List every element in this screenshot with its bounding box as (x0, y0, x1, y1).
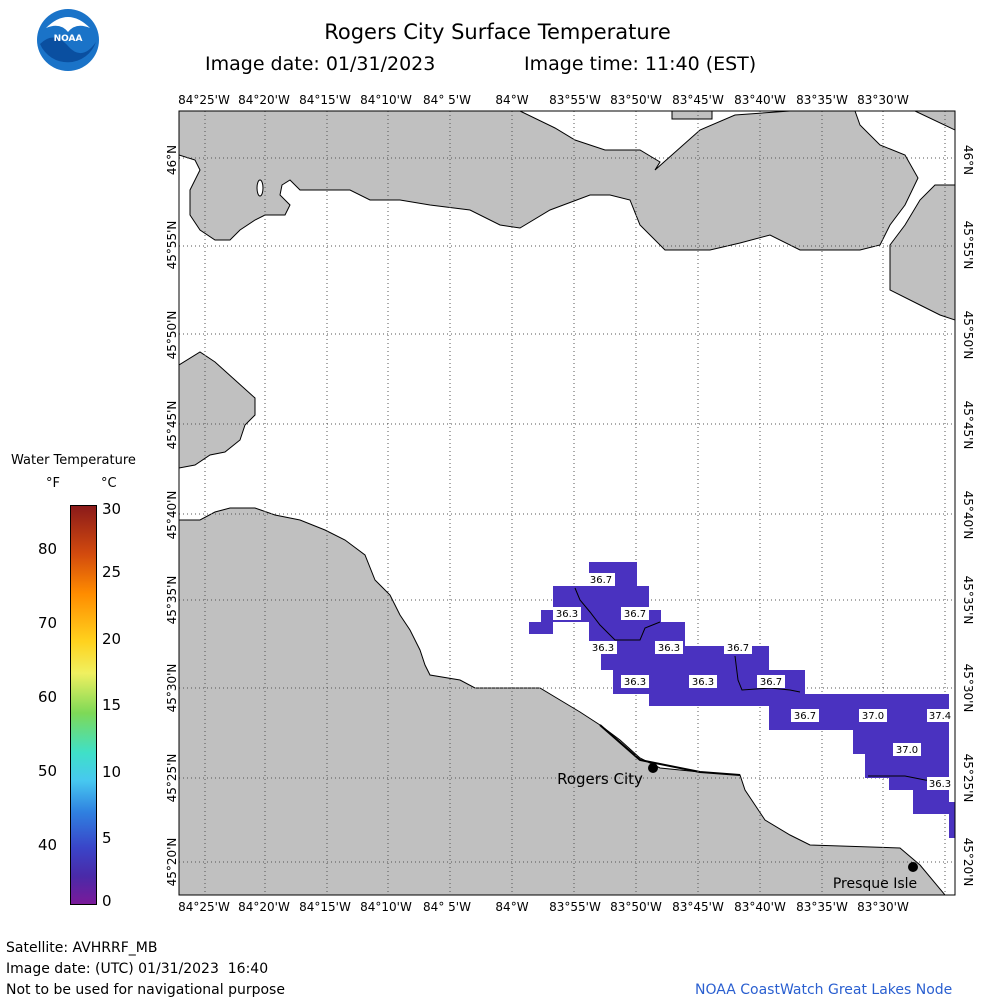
lat-label: 45°50'N (165, 310, 179, 360)
place-label-rogers-city: Rogers City (557, 770, 643, 788)
lon-label: 84°25'W (178, 93, 230, 107)
lon-label: 84°10'W (360, 900, 412, 914)
lon-label: 83°55'W (549, 93, 601, 107)
image-time: Image time: 11:40 (EST) (524, 53, 757, 75)
lon-label: 84°10'W (360, 93, 412, 107)
c-tick: 10 (102, 763, 122, 781)
lat-label: 45°50'N (961, 310, 975, 360)
f-tick: 70 (38, 614, 58, 632)
c-tick: 5 (102, 829, 112, 847)
lon-label: 83°45'W (672, 93, 724, 107)
lat-label: 45°20'N (961, 837, 975, 887)
temp-label: 37.0 (896, 745, 918, 756)
legend-unit-f: °F (46, 476, 60, 491)
temp-label: 36.7 (760, 677, 782, 688)
land-islet (671, 111, 713, 120)
lat-label: 45°30'N (961, 663, 975, 713)
image-date-utc: Image date: (UTC) 01/31/2023 16:40 (6, 961, 269, 977)
lat-label: 45°30'N (165, 663, 179, 713)
lat-label: 45°45'N (961, 400, 975, 450)
page-title: Rogers City Surface Temperature (324, 20, 671, 44)
lon-label: 83°45'W (672, 900, 724, 914)
temp-label: 36.7 (727, 643, 749, 654)
temp-label: 36.3 (929, 779, 951, 790)
temp-label: 37.0 (862, 711, 884, 722)
c-tick: 25 (102, 563, 122, 581)
legend-title: Water Temperature (11, 453, 136, 468)
rogers-city-marker (648, 763, 658, 773)
lat-label: 45°25'N (165, 753, 179, 803)
lon-label: 84° 5'W (423, 93, 471, 107)
lat-label: 45°25'N (961, 753, 975, 803)
color-scale-bar (70, 505, 97, 905)
lon-label: 83°30'W (857, 900, 909, 914)
f-tick: 50 (38, 762, 58, 780)
temp-label: 36.3 (658, 643, 680, 654)
logo-text: NOAA (54, 34, 83, 44)
lon-label: 83°35'W (796, 900, 848, 914)
lat-label: 45°40'N (165, 490, 179, 540)
lon-label: 84°W (495, 900, 529, 914)
temp-label: 36.7 (794, 711, 816, 722)
coast-highlight (599, 724, 741, 776)
lat-label: 45°55'N (165, 220, 179, 270)
c-tick: 0 (102, 892, 112, 910)
lon-label: 83°55'W (549, 900, 601, 914)
lon-label: 84° 5'W (423, 900, 471, 914)
image-date: Image date: 01/31/2023 (205, 53, 436, 75)
temperature-labels: 36.7 36.3 36.7 36.3 36.3 36.7 36.3 36.3 … (553, 573, 953, 790)
legend-unit-c: °C (101, 476, 117, 491)
lon-label: 84°20'W (238, 900, 290, 914)
lon-label: 83°40'W (734, 900, 786, 914)
lon-label: 83°40'W (734, 93, 786, 107)
lon-label: 83°50'W (610, 900, 662, 914)
satellite-info: Satellite: AVHRRF_MB (6, 940, 158, 956)
land-northeast (889, 184, 955, 321)
c-tick: 15 (102, 696, 122, 714)
land-north (179, 111, 955, 251)
lon-label: 83°30'W (857, 93, 909, 107)
lon-label: 84°20'W (238, 93, 290, 107)
lon-label: 83°50'W (610, 93, 662, 107)
c-tick: 30 (102, 500, 122, 518)
lon-label: 84°25'W (178, 900, 230, 914)
lon-label: 84°15'W (299, 900, 351, 914)
temp-label: 36.7 (624, 609, 646, 620)
temp-label: 36.7 (590, 575, 612, 586)
temp-label: 36.3 (556, 609, 578, 620)
land-west (179, 351, 256, 469)
f-tick: 80 (38, 540, 58, 558)
presque-isle-marker (908, 862, 918, 872)
disclaimer: Not to be used for navigational purpose (6, 982, 285, 998)
temp-label: 36.3 (624, 677, 646, 688)
credit: NOAA CoastWatch Great Lakes Node (695, 982, 953, 998)
lat-label: 45°45'N (165, 400, 179, 450)
lon-label: 83°35'W (796, 93, 848, 107)
f-tick: 60 (38, 688, 58, 706)
lat-label: 45°35'N (961, 575, 975, 625)
lat-lon-grid (179, 111, 955, 895)
lat-label: 45°55'N (961, 220, 975, 270)
lat-label: 45°40'N (961, 490, 975, 540)
place-label-presque-isle: Presque Isle (833, 876, 917, 892)
lat-label: 46°N (961, 144, 975, 176)
map-panel: 36.7 36.3 36.7 36.3 36.3 36.7 36.3 36.3 … (178, 110, 956, 896)
lat-label: 46°N (165, 144, 179, 176)
c-tick: 20 (102, 630, 122, 648)
lat-label: 45°20'N (165, 837, 179, 887)
lon-label: 84°15'W (299, 93, 351, 107)
f-tick: 40 (38, 836, 58, 854)
temp-label: 36.3 (692, 677, 714, 688)
lon-label: 84°W (495, 93, 529, 107)
noaa-logo: NOAA (36, 8, 100, 72)
lat-label: 45°35'N (165, 575, 179, 625)
temp-label: 37.4 (929, 711, 951, 722)
temp-label: 36.3 (592, 643, 614, 654)
